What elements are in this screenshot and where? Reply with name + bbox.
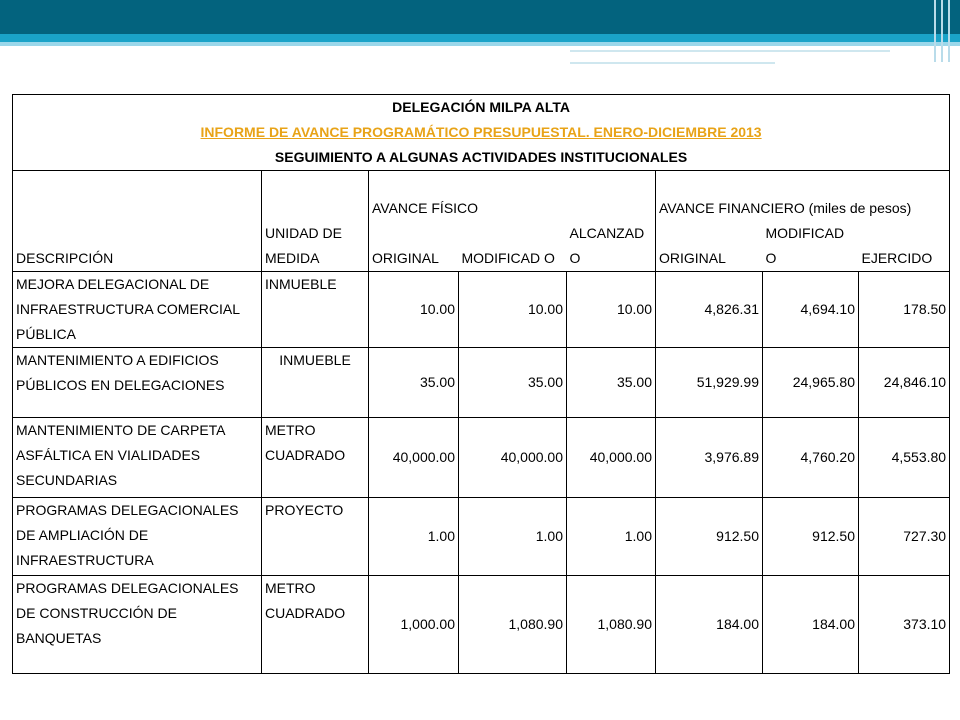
row-original-fisico: 35.00 [368,346,459,418]
table-row: PROGRAMAS DELEGACIONALES DE AMPLIACIÓN D… [12,496,951,576]
col-alcanzado-fisico: ALCANZAD O [566,220,656,272]
row-alcanzado-fisico: 1,080.90 [566,574,656,674]
row-original-financiero: 51,929.99 [655,346,763,418]
decorative-line [570,62,775,64]
row-modificado-financiero: 184.00 [762,574,859,674]
report-organization: DELEGACIÓN MILPA ALTA [392,99,570,115]
report-table: DELEGACIÓN MILPA ALTA INFORME DE AVANCE … [11,94,951,674]
col-avance-financiero: AVANCE FINANCIERO (miles de pesos) [654,170,951,221]
row-modificado-financiero: 4,760.20 [762,416,859,498]
row-original-financiero: 912.50 [655,496,763,576]
row-descripcion: MEJORA DELEGACIONAL DE INFRAESTRUCTURA C… [12,270,262,348]
table-row: MANTENIMIENTO DE CARPETA ASFÁLTICA EN VI… [12,416,951,498]
row-ejercido: 24,846.10 [857,346,951,418]
row-unidad: PROYECTO [261,496,369,576]
column-subheader: ORIGINAL MODIFICAD O ALCANZAD O ORIGINAL… [13,220,951,272]
table-header-title: DELEGACIÓN MILPA ALTA INFORME DE AVANCE … [11,94,951,171]
row-original-fisico: 40,000.00 [368,416,459,498]
decorative-rule [948,0,950,62]
row-modificado-financiero: 912.50 [762,496,859,576]
row-modificado-fisico: 40,000.00 [458,416,567,498]
column-group-header: DESCRIPCIÓN UNIDAD DE MEDIDA AVANCE FÍSI… [12,170,951,272]
row-modificado-fisico: 1,080.90 [458,574,567,674]
col-modificado-fisico: MODIFICAD O [458,220,567,272]
col-original-financiero: ORIGINAL [655,220,763,272]
col-avance-fisico: AVANCE FÍSICO [368,170,656,221]
col-descripcion: DESCRIPCIÓN [12,170,262,272]
row-descripcion: PROGRAMAS DELEGACIONALES DE AMPLIACIÓN D… [12,496,262,576]
row-descripcion: MANTENIMIENTO DE CARPETA ASFÁLTICA EN VI… [12,416,262,498]
col-ejercido: EJERCIDO [858,220,951,272]
row-modificado-fisico: 35.00 [458,346,567,418]
row-original-financiero: 4,826.31 [655,270,763,348]
header-accent-band [0,34,960,42]
decorative-rule [934,0,936,62]
table-row: PROGRAMAS DELEGACIONALES DE CONSTRUCCIÓN… [12,574,951,674]
row-unidad: INMUEBLE [261,270,369,348]
table-row: MANTENIMIENTO A EDIFICIOS PÚBLICOS EN DE… [12,346,951,418]
table-row: MEJORA DELEGACIONAL DE INFRAESTRUCTURA C… [12,270,951,348]
row-descripcion: MANTENIMIENTO A EDIFICIOS PÚBLICOS EN DE… [12,346,262,418]
col-modificado-financiero: MODIFICAD O [762,220,859,272]
row-modificado-fisico: 1.00 [458,496,567,576]
col-original-fisico: ORIGINAL [368,220,459,272]
row-modificado-fisico: 10.00 [458,270,567,348]
row-alcanzado-fisico: 35.00 [566,346,656,418]
row-alcanzado-fisico: 40,000.00 [566,416,656,498]
decorative-rule [941,0,943,62]
row-alcanzado-fisico: 1.00 [566,496,656,576]
row-unidad: METRO CUADRADO [261,416,369,498]
report-title-link[interactable]: INFORME DE AVANCE PROGRAMÁTICO PRESUPUES… [200,124,762,140]
row-alcanzado-fisico: 10.00 [566,270,656,348]
row-modificado-financiero: 24,965.80 [762,346,859,418]
header-band [0,0,960,34]
row-original-fisico: 1,000.00 [368,574,459,674]
report-subtitle: SEGUIMIENTO A ALGUNAS ACTIVIDADES INSTIT… [274,149,688,165]
row-original-financiero: 3,976.89 [655,416,763,498]
header-light-band [0,42,960,46]
row-ejercido: 373.10 [857,574,951,674]
decorative-line [570,50,890,52]
row-original-fisico: 10.00 [368,270,459,348]
col-unidad-medida: UNIDAD DE MEDIDA [261,170,369,272]
row-unidad: INMUEBLE [261,346,369,418]
row-ejercido: 727.30 [857,496,951,576]
row-ejercido: 4,553.80 [857,416,951,498]
row-original-financiero: 184.00 [655,574,763,674]
row-descripcion: PROGRAMAS DELEGACIONALES DE CONSTRUCCIÓN… [12,574,262,674]
row-modificado-financiero: 4,694.10 [762,270,859,348]
row-unidad: METRO CUADRADO [261,574,369,674]
row-ejercido: 178.50 [857,270,951,348]
row-original-fisico: 1.00 [368,496,459,576]
